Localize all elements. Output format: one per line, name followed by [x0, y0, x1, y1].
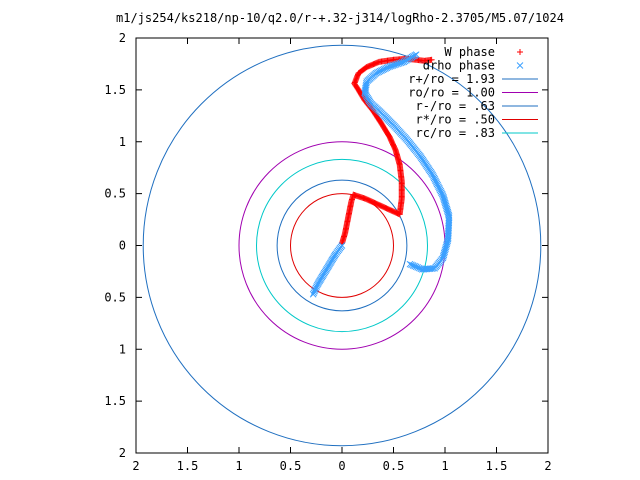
circle-3: [290, 193, 394, 298]
drho-phase-point-225: [406, 260, 414, 268]
circle-0: [142, 44, 542, 447]
y-tick-label-0: 2: [119, 446, 126, 460]
x-tick-label-2: 1: [235, 459, 242, 473]
y-tick-label-5: 0.5: [104, 187, 126, 201]
x-axis-ticks: 2 1.5 1 0.5 0 0.5 1 1.5 2: [132, 38, 552, 473]
legend-entry-2: r+/ro = 1.93: [408, 72, 538, 86]
legend-label-1: drho phase: [423, 59, 495, 73]
w-phase-series: [339, 55, 435, 247]
legend-entry-5: r*/ro = .50: [416, 113, 538, 127]
x-tick-label-0: 2: [132, 459, 139, 473]
y-tick-label-1: 1.5: [104, 394, 126, 408]
x-tick-label-8: 2: [544, 459, 551, 473]
x-tick-label-5: 0.5: [383, 459, 405, 473]
legend-entry-0: W phase: [444, 45, 523, 59]
x-tick-label-6: 1: [441, 459, 448, 473]
legend-entry-3: ro/ro = 1.00: [408, 86, 538, 100]
legend-entry-6: rc/ro = .83: [416, 126, 538, 140]
y-tick-label-8: 2: [119, 31, 126, 45]
legend-label-4: r-/ro = .63: [416, 99, 495, 113]
y-tick-label-3: 0.5: [104, 290, 126, 304]
circle-4: [256, 158, 428, 333]
legend-marker-1: [516, 62, 524, 69]
legend-label-2: r+/ro = 1.93: [408, 72, 495, 86]
x-tick-label-7: 1.5: [486, 459, 508, 473]
x-tick-label-4: 0: [338, 459, 345, 473]
x-tick-label-1: 1.5: [177, 459, 199, 473]
y-tick-label-6: 1: [119, 135, 126, 149]
drho-phase-point-224: [408, 261, 415, 269]
w-phase-point-276: [428, 56, 435, 63]
x-tick-label-3: 0.5: [280, 459, 302, 473]
drho-phase-series: [309, 51, 453, 298]
legend-entry-4: r-/ro = .63: [416, 99, 538, 113]
drho-phase-point-36: [338, 242, 346, 249]
circle-2: [276, 179, 408, 312]
y-tick-label-4: 0: [119, 239, 126, 253]
y-tick-label-7: 1.5: [104, 83, 126, 97]
legend-label-0: W phase: [444, 45, 495, 59]
legend-marker-0: [517, 49, 523, 55]
legend-label-6: rc/ro = .83: [416, 126, 495, 140]
legend-label-5: r*/ro = .50: [416, 113, 495, 127]
y-tick-label-2: 1: [119, 342, 126, 356]
legend-entry-1: drho phase: [423, 59, 524, 73]
legend-label-3: ro/ro = 1.00: [408, 86, 495, 100]
chart-title: m1/js254/ks218/np-10/q2.0/r-+.32-j314/lo…: [116, 11, 564, 25]
y-axis-ticks: 2 1.5 1 0.5 0 0.5 1 1.5 2: [104, 31, 548, 460]
circles-layer: [142, 44, 542, 447]
